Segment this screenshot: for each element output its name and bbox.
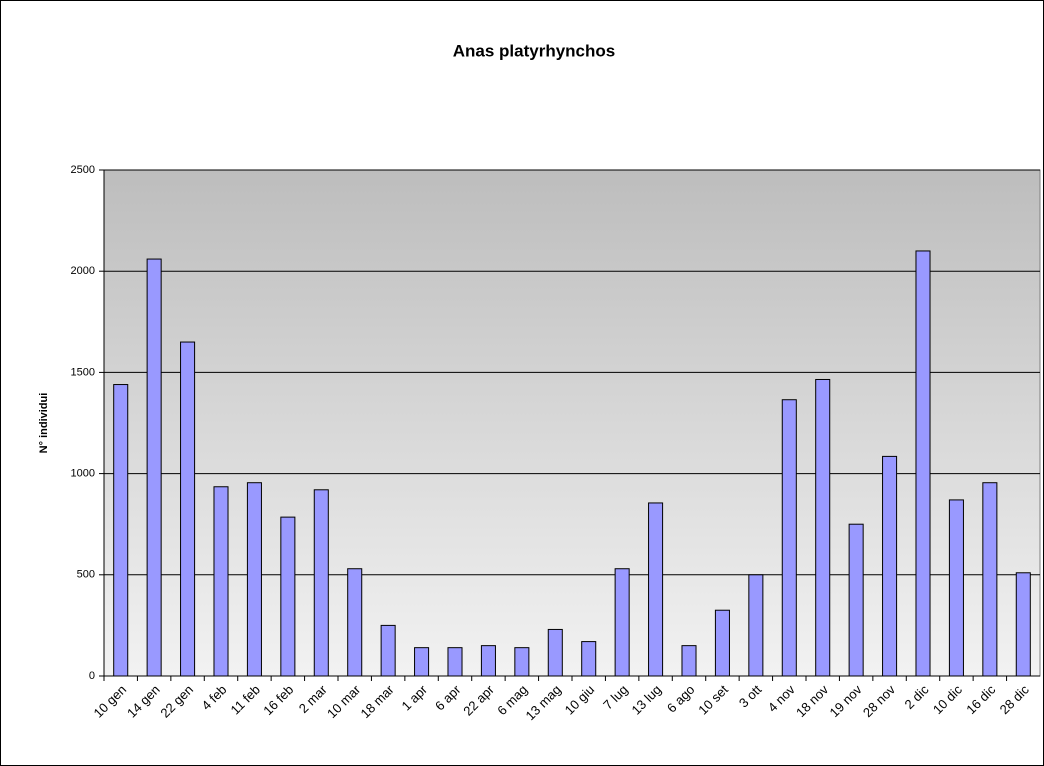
bar xyxy=(614,568,630,677)
bar xyxy=(882,455,898,677)
bar xyxy=(982,482,998,677)
bar xyxy=(915,250,931,677)
bar xyxy=(213,486,229,677)
y-tick-label: 0 xyxy=(89,670,95,682)
bar xyxy=(113,384,129,677)
bar xyxy=(1015,572,1031,677)
bar xyxy=(581,641,597,677)
y-tick-label: 500 xyxy=(77,569,95,581)
bar xyxy=(648,502,664,677)
bar xyxy=(480,645,496,677)
bar xyxy=(246,482,262,677)
bar xyxy=(714,609,730,677)
bar xyxy=(280,516,296,677)
bar xyxy=(815,378,831,677)
bar xyxy=(447,647,463,677)
bar xyxy=(681,645,697,677)
y-tick-label: 2000 xyxy=(71,265,95,277)
bar xyxy=(380,624,396,677)
y-tick-label: 2500 xyxy=(71,164,95,176)
bar xyxy=(146,258,162,677)
y-axis-label: N° individui xyxy=(38,393,50,454)
bar xyxy=(313,489,329,677)
bar xyxy=(180,341,196,677)
bar xyxy=(781,399,797,677)
y-tick-label: 1500 xyxy=(71,366,95,378)
y-tick-label: 1000 xyxy=(71,468,95,480)
bar xyxy=(514,647,530,677)
bar xyxy=(948,499,964,677)
bar xyxy=(414,647,430,677)
bar xyxy=(748,574,764,677)
bar xyxy=(347,568,363,677)
bar xyxy=(848,523,864,677)
bar xyxy=(547,628,563,677)
plot-area xyxy=(103,169,1041,677)
chart-title: Anas platyrhynchos xyxy=(453,41,616,60)
